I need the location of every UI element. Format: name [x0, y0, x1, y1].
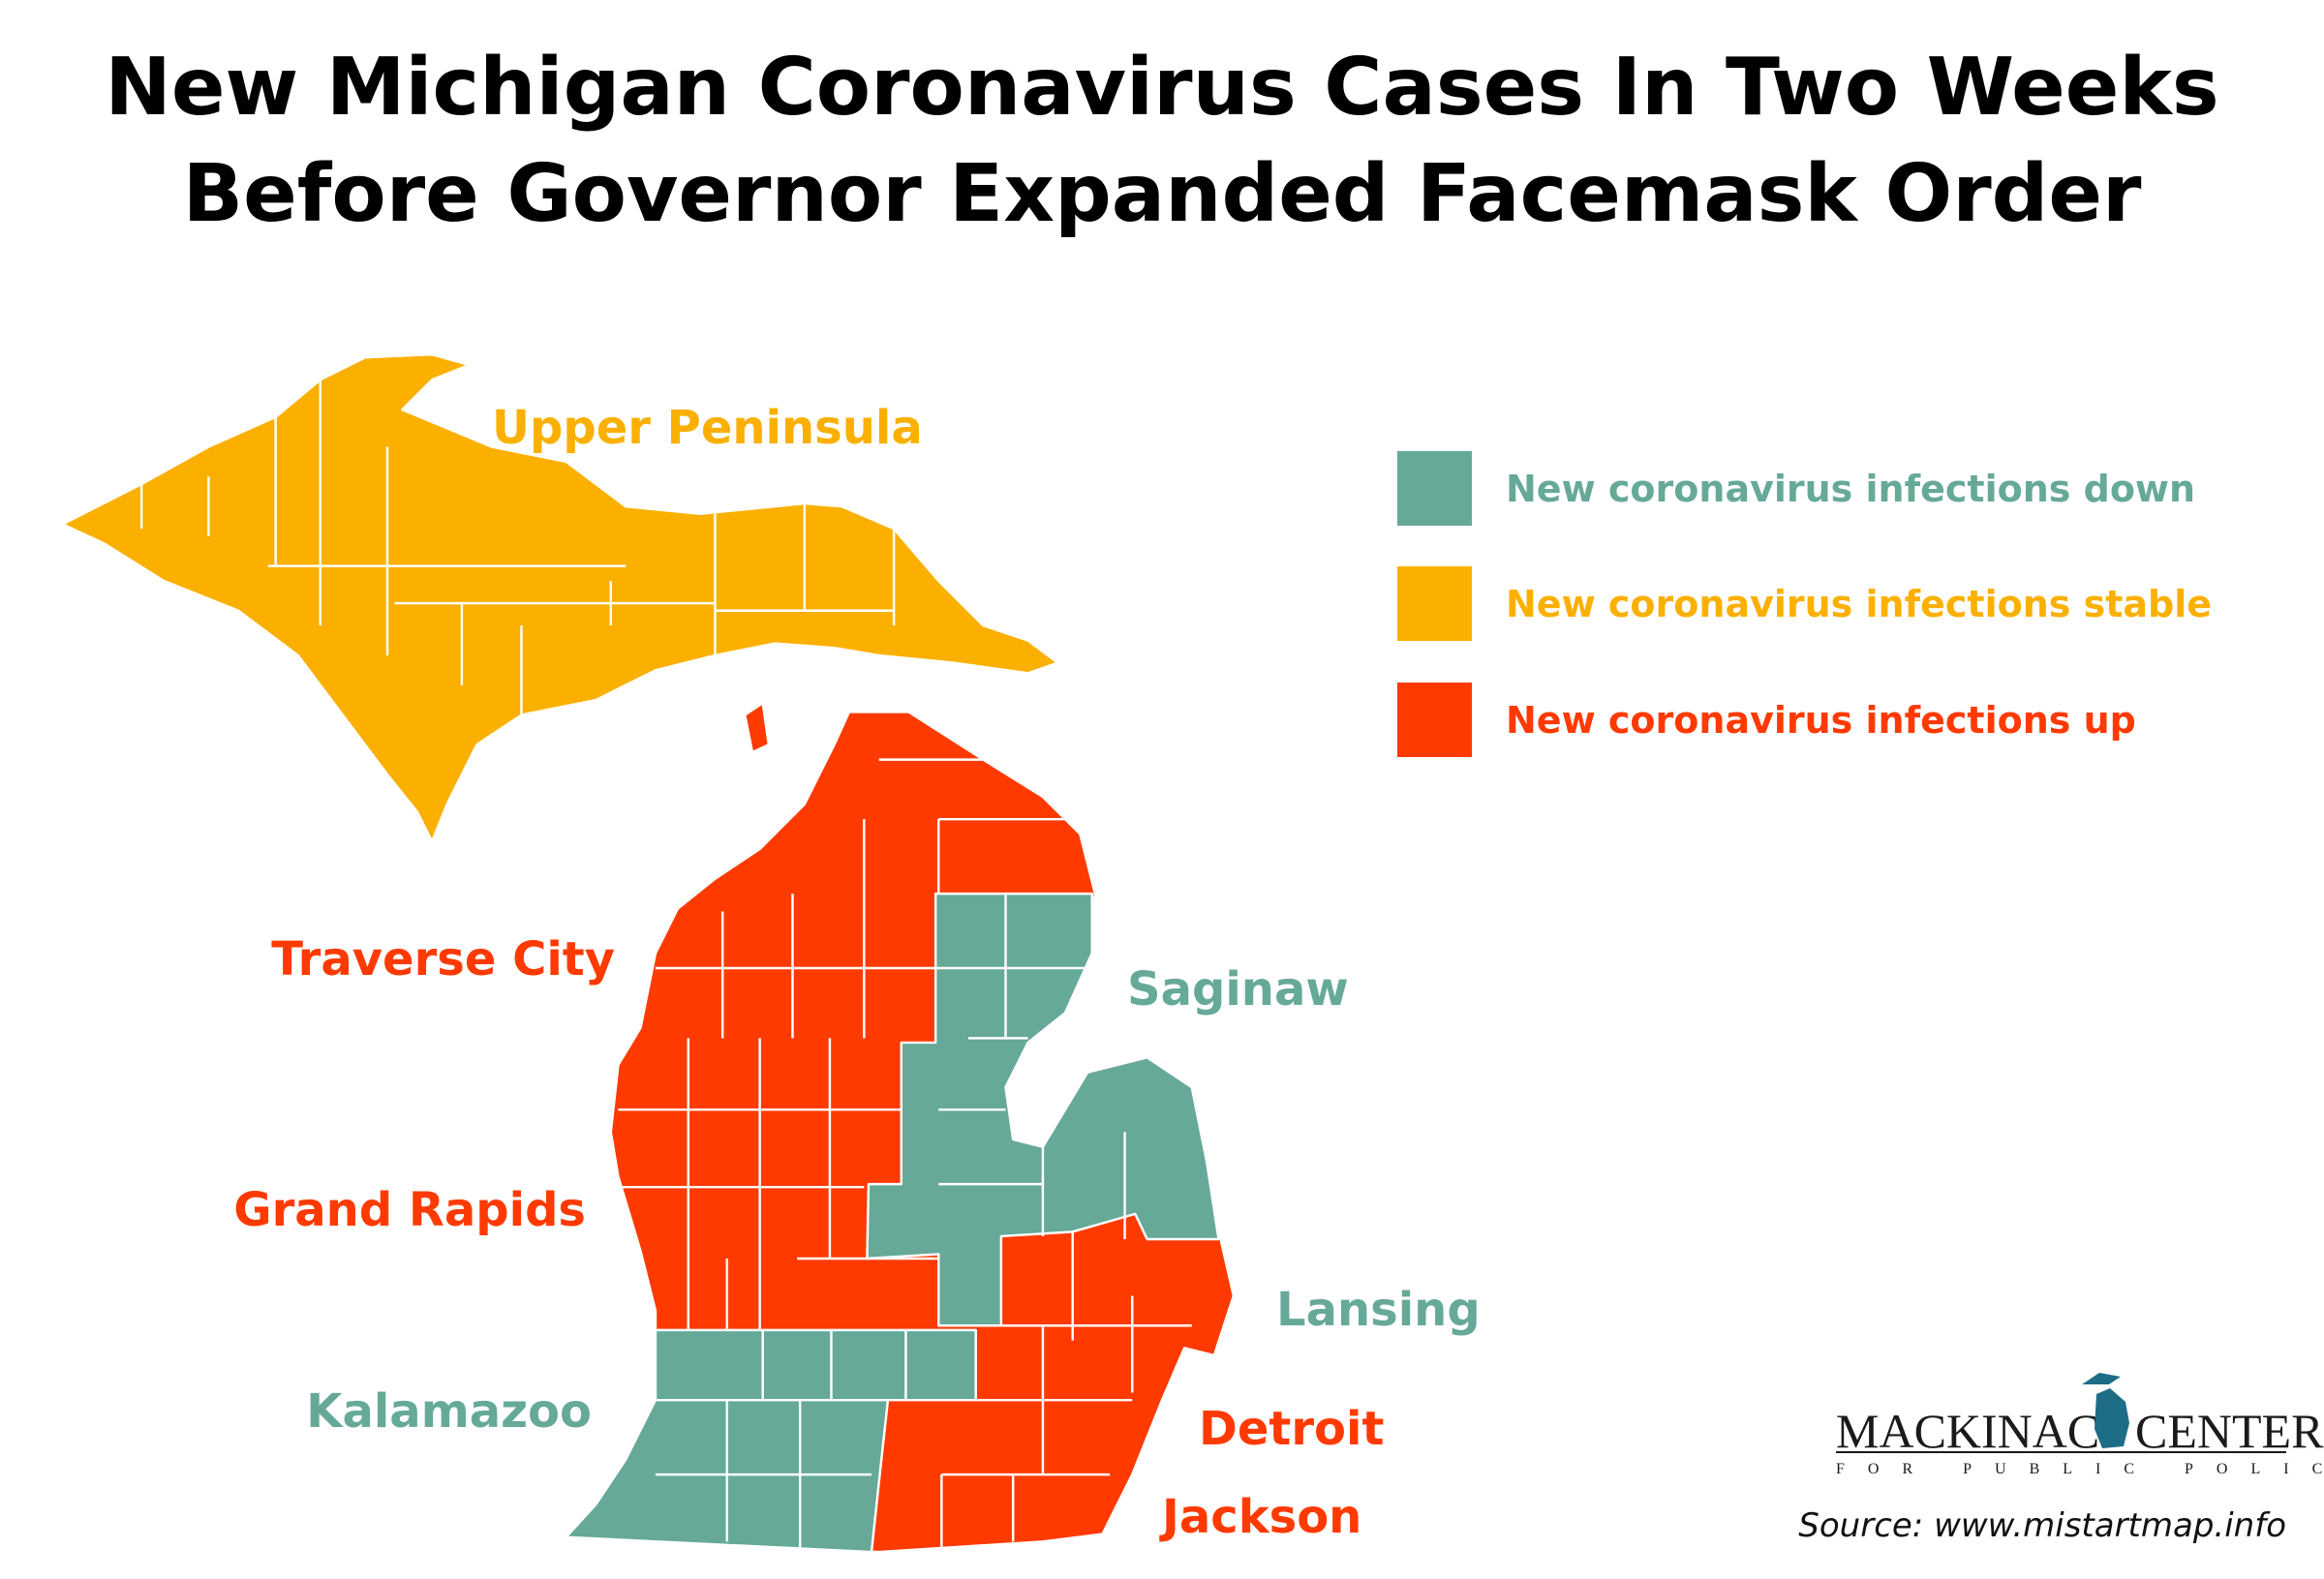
title-line: New Michigan Coronavirus Cases In Two We… — [105, 42, 2218, 134]
title-line: Before Governor Expanded Facemask Order — [183, 148, 2142, 240]
east-central-counties — [866, 892, 1220, 1327]
region-label: Traverse City — [271, 932, 615, 987]
region-label: Grand Rapids — [233, 1183, 586, 1237]
logo-tagline: FOR PUBLIC POLICY — [1836, 1461, 2324, 1477]
county-lines — [139, 380, 1192, 1550]
island — [744, 701, 771, 754]
logo-name: MACKINAC — [1836, 1404, 2099, 1458]
legend-swatch — [1397, 683, 1472, 757]
upper-peninsula — [61, 352, 1059, 843]
logo: MACKINAC CENTER FOR PUBLIC POLICY — [1836, 1373, 2324, 1477]
region-label: Upper Peninsula — [492, 401, 923, 455]
legend-label: New coronavirus infections up — [1506, 699, 2136, 742]
southwest-counties — [565, 1328, 977, 1554]
legend: New coronavirus infections down New coro… — [1397, 451, 2212, 757]
region-label: Detroit — [1199, 1402, 1384, 1456]
logo-icon — [2082, 1373, 2129, 1448]
region-label: Jackson — [1159, 1490, 1361, 1544]
legend-swatch — [1397, 566, 1472, 641]
logo-name: CENTER — [2135, 1404, 2324, 1458]
region-label: Lansing — [1276, 1283, 1481, 1337]
legend-label: New coronavirus infections down — [1506, 468, 2195, 510]
legend-swatch — [1397, 451, 1472, 526]
source: Source: www.mistartmap.info — [1798, 1506, 2286, 1545]
michigan-map — [61, 352, 1236, 1554]
region-label: Kalamazoo — [306, 1384, 592, 1439]
region-label: Saginaw — [1127, 962, 1349, 1017]
legend-label: New coronavirus infections stable — [1506, 583, 2212, 625]
